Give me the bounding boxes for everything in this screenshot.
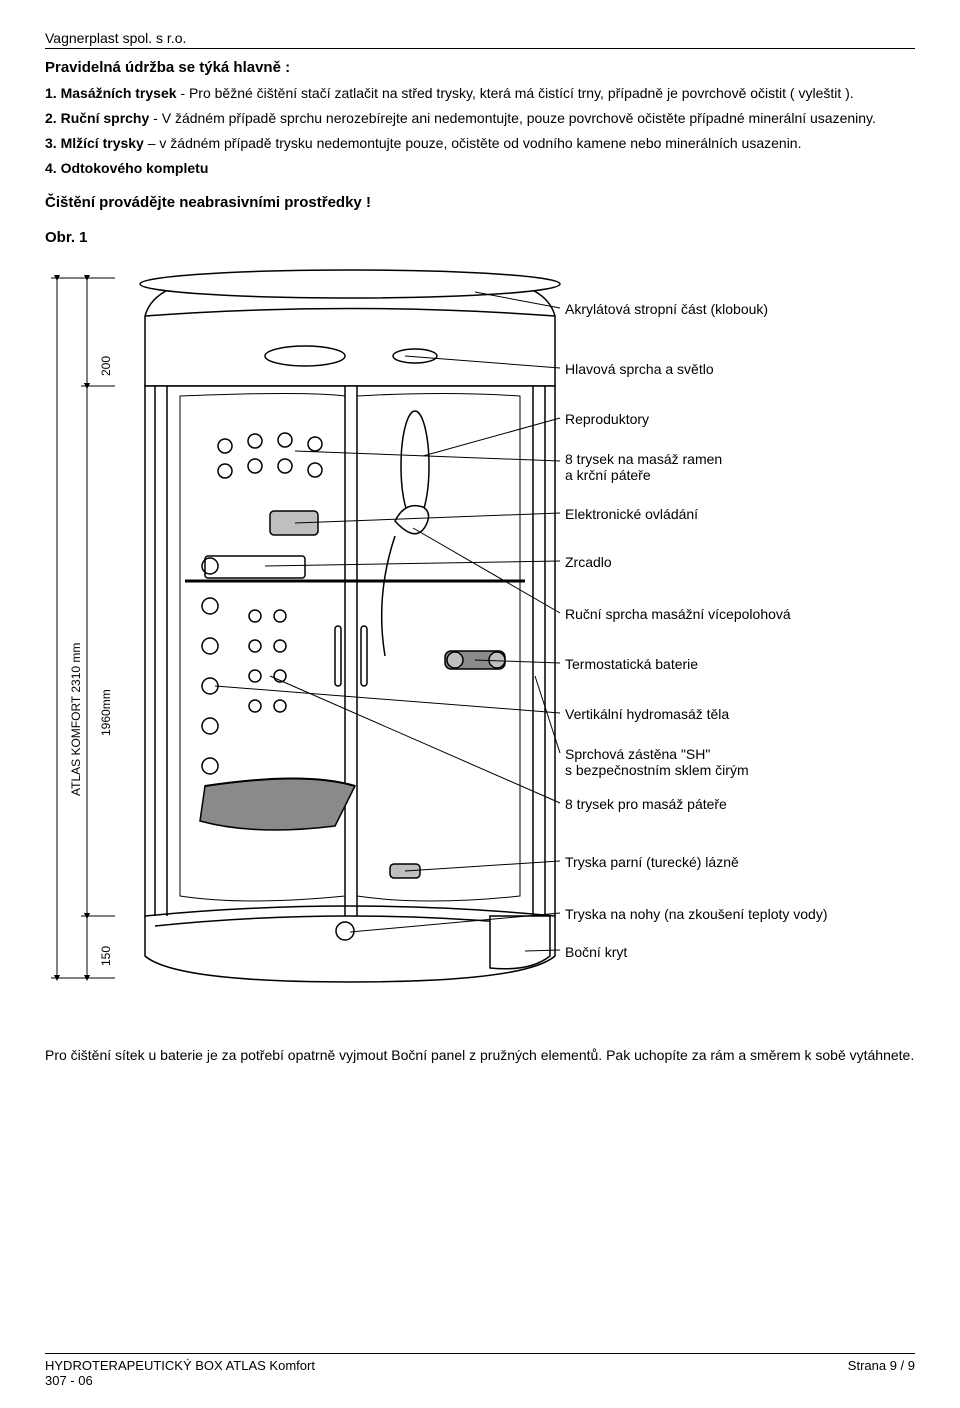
list-item: Ruční sprchy - V žádném případě sprchu n… [45,109,915,128]
item-text: - Pro běžné čištění stačí zatlačit na st… [177,85,854,101]
item-text: - V žádném případě sprchu nerozebírejte … [149,110,876,126]
list-item: Masážních trysek - Pro běžné čištění sta… [45,84,915,103]
list-item: Odtokového kompletu [45,159,915,178]
callout-label: Elektronické ovládání [565,506,698,523]
callout-label: Termostatická baterie [565,656,698,673]
rule-top [45,48,915,49]
below-figure-text: Pro čištění sítek u baterie je za potřeb… [45,1046,915,1065]
callout-label: Vertikální hydromasáž těla [565,706,729,723]
callout-label: Hlavová sprcha a světlo [565,361,714,378]
figure-label: Obr. 1 [45,229,915,246]
section-heading: Pravidelná údržba se týká hlavně : [45,59,915,76]
callout-label: Ruční sprcha masážní vícepolohová [565,606,791,623]
callout-label: Tryska na nohy (na zkoušení teploty vody… [565,906,828,923]
item-text: – v žádném případě trysku nedemontujte p… [144,135,802,151]
callout-label: Akrylátová stropní část (klobouk) [565,301,768,318]
list-item: Mlžící trysky – v žádném případě trysku … [45,134,915,153]
callout-label: 8 trysek pro masáž páteře [565,796,727,813]
item-term: Mlžící trysky [61,135,144,151]
callout-label: Boční kryt [565,944,627,961]
callout-label: Sprchová zástěna "SH"s bezpečnostním skl… [565,746,749,780]
footer-left: HYDROTERAPEUTICKÝ BOX ATLAS Komfort [45,1358,315,1373]
rule-bottom [45,1353,915,1354]
diagram-svg [45,256,915,1016]
page-footer: HYDROTERAPEUTICKÝ BOX ATLAS Komfort Stra… [45,1353,915,1388]
callout-label: Tryska parní (turecké) lázně [565,854,739,871]
callout-label: 8 trysek na masáž ramena krční páteře [565,451,722,485]
callout-label: Zrcadlo [565,554,612,571]
callout-label: Reproduktory [565,411,649,428]
item-term: Masážních trysek [61,85,177,101]
maintenance-list: Masážních trysek - Pro běžné čištění sta… [45,84,915,178]
company-name: Vagnerplast spol. s r.o. [45,30,915,46]
item-term: Ruční sprchy [61,110,150,126]
footer-under: 307 - 06 [45,1373,915,1388]
figure-area: 200 1960mm 150 ATLAS KOMFORT 2310 mm [45,256,915,1016]
cleaning-note: Čištění provádějte neabrasivními prostře… [45,194,915,211]
item-term: Odtokového kompletu [61,160,209,176]
footer-right: Strana 9 / 9 [848,1358,915,1373]
